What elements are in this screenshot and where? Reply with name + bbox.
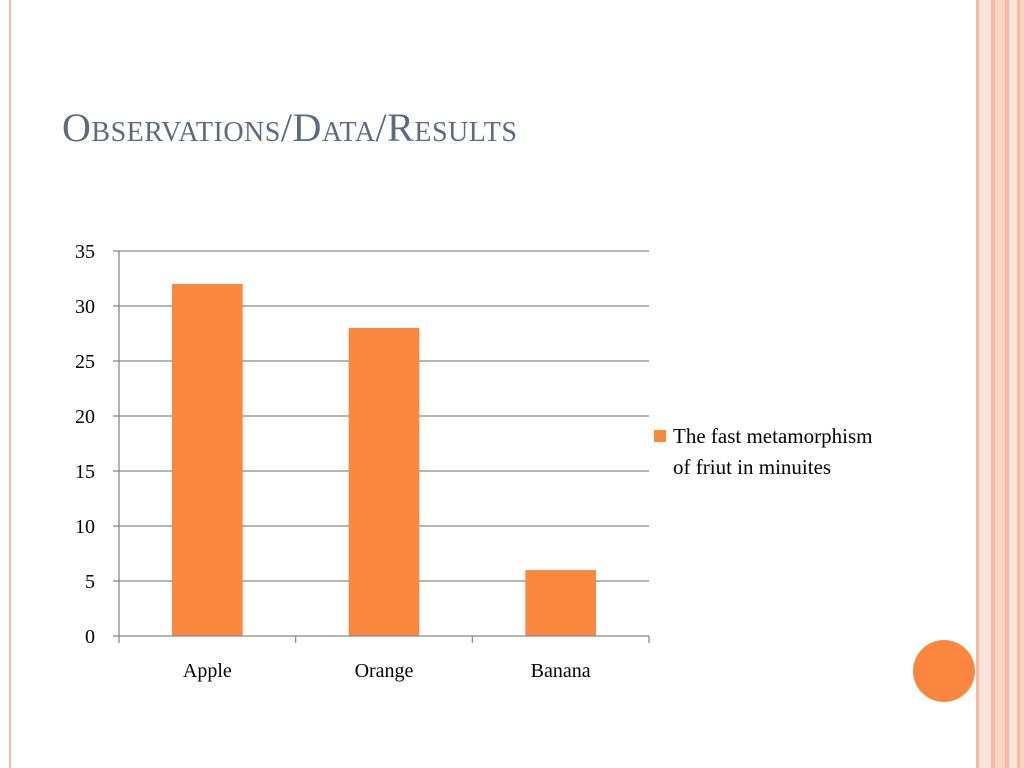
x-category-label: Orange — [355, 660, 414, 682]
y-tick-label: 30 — [75, 296, 95, 318]
legend-swatch — [654, 430, 666, 442]
y-tick-label: 0 — [85, 626, 95, 648]
stripe — [976, 0, 979, 768]
axes — [113, 250, 650, 643]
stripe — [979, 0, 991, 768]
stripe — [991, 0, 995, 768]
bars — [172, 284, 596, 636]
y-tick-label: 35 — [75, 241, 95, 263]
bar-banana — [525, 570, 596, 636]
stripe — [995, 0, 1005, 768]
y-tick-label: 5 — [85, 571, 95, 593]
stripe — [1017, 0, 1020, 768]
y-tick-label: 15 — [75, 461, 95, 483]
right-decorative-stripes — [976, 0, 1024, 768]
bar-apple — [172, 284, 243, 636]
y-tick-label: 10 — [75, 516, 95, 538]
slide-title: Observations/Data/Results — [62, 105, 518, 150]
y-tick-label: 25 — [75, 351, 95, 373]
x-category-label: Banana — [531, 660, 591, 682]
chart-legend: The fast metamorphism of friut in minuit… — [654, 421, 894, 483]
decorative-circle — [913, 640, 975, 702]
stripe — [1005, 0, 1009, 768]
legend-label: The fast metamorphism of friut in minuit… — [673, 424, 873, 479]
stripe — [1020, 0, 1024, 768]
tick-labels: 0 5 10 15 20 25 30 35 Apple Orange Banana — [75, 241, 591, 682]
x-category-label: Apple — [183, 660, 232, 682]
left-border-line — [9, 0, 11, 768]
stripe — [1009, 0, 1017, 768]
bar-orange — [348, 328, 420, 636]
y-tick-label: 20 — [75, 406, 95, 428]
